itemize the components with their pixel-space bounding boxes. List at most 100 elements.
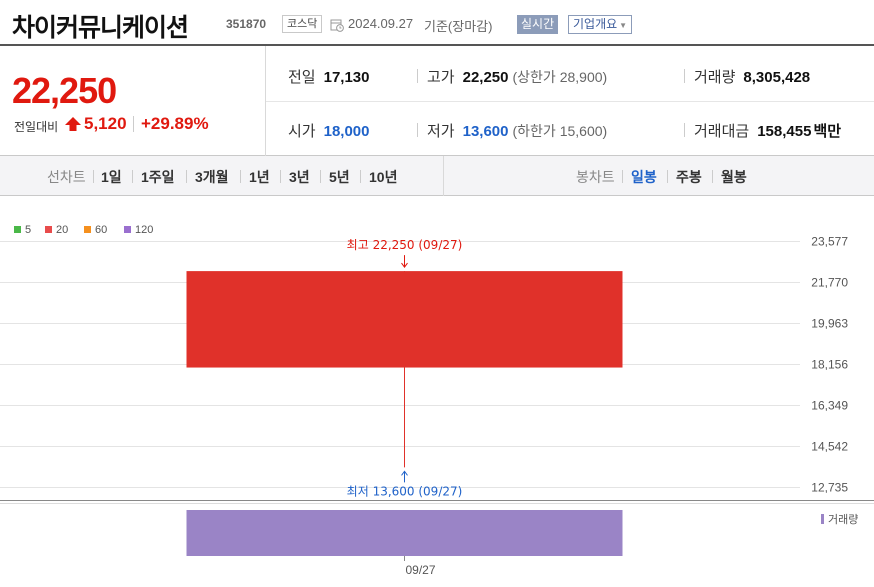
tab-5-years[interactable]: 5년 [329,169,350,185]
y-tick-label: 21,770 [811,276,848,290]
stock-header: 차이커뮤니케이션 351870 코스닥 2024.09.27 기준(장마감) 실… [0,0,874,44]
volume-value: 8,305,428 [743,69,811,86]
legend-item-5: 5 [14,224,31,236]
divider [133,116,134,132]
realtime-button[interactable]: 실시간 [517,15,559,34]
high-arrow-icon [401,255,408,268]
chart-tabs-bar: 선차트 1일 1주일 3개월 1년 3년 5년 10년 봉차트 일봉 주봉 월봉 [0,156,874,196]
current-price: 22,250 [12,70,117,111]
open-value: 18,000 [323,123,370,140]
low-label: 저가 [427,123,455,140]
legend-item-60: 60 [84,224,107,236]
base-date: 2024.09.27 [348,16,414,31]
divider [667,170,668,183]
low-annotation: 최저 13,600 (09/27) [347,484,463,498]
legend-item-120: 120 [124,224,153,236]
legend-label: 120 [135,224,154,236]
market-badge: 코스닥 [282,15,323,33]
divider [712,170,713,183]
y-tick-label: 12,735 [811,481,848,495]
company-overview-dropdown[interactable]: 기업개요 ▼ [568,15,633,34]
base-note: 기준(장마감) [424,19,493,34]
divider [684,69,685,83]
upper-limit: (상한가 28,900) [512,69,608,85]
open-label: 시가 [288,123,316,140]
chevron-down-icon: ▼ [619,21,628,30]
divider [240,170,241,183]
tab-1-week[interactable]: 1주일 [141,169,175,185]
row-divider [266,101,874,102]
change-label: 전일대비 [14,120,59,134]
change-rate: +29.89% [141,114,209,133]
prev-close-value: 17,130 [323,69,370,86]
trade-amount-label: 거래대금 [694,123,750,140]
stock-code: 351870 [226,17,267,31]
trade-amount-value: 158,455 [757,123,812,140]
tab-weekly-candle[interactable]: 주봉 [676,169,702,185]
legend-swatch [14,226,21,233]
divider [417,123,418,137]
tab-monthly-candle[interactable]: 월봉 [721,169,747,185]
tab-daily-candle[interactable]: 일봉 [631,169,657,185]
high-value: 22,250 [462,69,509,86]
x-tick-label: 09/27 [405,563,435,577]
low-value: 13,600 [462,123,509,140]
tab-10-years[interactable]: 10년 [369,169,398,185]
change-amount: 5,120 [84,114,127,133]
volume-label: 거래량 [694,69,736,86]
y-tick-label: 23,577 [811,235,848,249]
company-overview-label: 기업개요 [573,17,618,31]
legend-label: 60 [95,224,108,236]
divider [417,69,418,83]
trade-amount-stat: 거래대금 158,455 백만 [694,120,841,141]
legend-swatch [84,226,91,233]
tab-3-months[interactable]: 3개월 [195,169,229,185]
prev-close-stat: 전일 17,130 [288,66,370,87]
divider [320,170,321,183]
divider [684,123,685,137]
divider [360,170,361,183]
divider [280,170,281,183]
legend-swatch [45,226,52,233]
divider [622,170,623,183]
high-annotation: 최고 22,250 (09/27) [347,238,463,252]
divider [132,170,133,183]
current-price-box: 22,250 전일대비 5,120 +29.89% [0,46,266,156]
trade-amount-unit: 백만 [813,123,842,140]
price-summary: 22,250 전일대비 5,120 +29.89% 전일 17,130 고가 22,… [0,46,874,156]
candle-body [186,271,623,368]
candle-chart-area: 5 20 60 120 23,577 21,770 19,963 18,156 16,349 1… [0,196,874,587]
section-divider [443,156,444,196]
tab-3-years[interactable]: 3년 [289,169,310,185]
volume-legend-label: 거래량 [828,513,858,526]
candle-chart: 23,577 21,770 19,963 18,156 16,349 14,542 12,7… [0,235,874,577]
calendar-clock-icon [330,19,344,32]
y-tick-label: 19,963 [811,317,848,331]
arrow-up-icon [65,117,81,131]
lower-limit: (하한가 15,600) [512,123,608,139]
candle-chart-label: 봉차트 [576,169,615,185]
legend-label: 5 [25,224,32,236]
low-arrow-icon [401,470,408,483]
high-stat: 고가 22,250 (상한가 28,900) [427,66,607,87]
company-name: 차이커뮤니케이션 [12,13,189,42]
y-tick-label: 18,156 [811,358,848,372]
line-chart-label: 선차트 [47,169,86,185]
divider [186,170,187,183]
y-tick-label: 14,542 [811,440,848,454]
legend-item-20: 20 [45,224,68,236]
open-stat: 시가 18,000 [288,120,370,141]
volume-stat: 거래량 8,305,428 [694,66,810,87]
divider [93,170,94,183]
legend-swatch [124,226,131,233]
tab-1-year[interactable]: 1년 [249,169,270,185]
tab-1-day[interactable]: 1일 [101,169,122,185]
volume-bar [186,510,623,556]
legend-label: 20 [56,224,69,236]
y-tick-label: 16,349 [811,399,848,413]
header-divider [0,44,874,46]
volume-legend-swatch [821,514,824,524]
prev-close-label: 전일 [288,69,316,86]
low-stat: 저가 13,600 (하한가 15,600) [427,120,607,141]
high-label: 고가 [427,69,455,86]
